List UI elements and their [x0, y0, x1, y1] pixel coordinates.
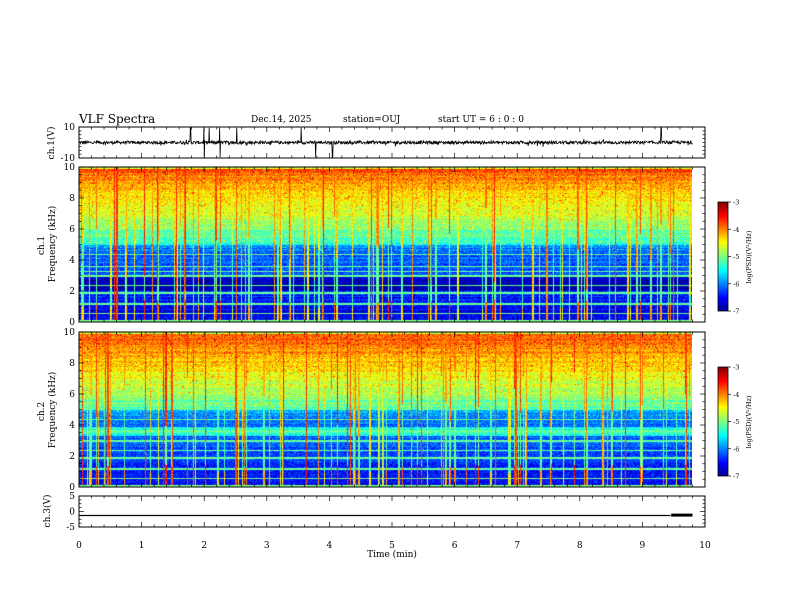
x-tick-label: 10 [699, 541, 711, 551]
ch2-colorbar-ticks: -3 -4 -5 -6 -7 [728, 364, 739, 481]
ch2-spectrogram-image [79, 332, 692, 487]
x-tick-label: 6 [452, 541, 458, 551]
x-tick-label: 9 [640, 541, 646, 551]
ch1-waveform-trace [78, 127, 693, 158]
date-label: Dec.14, 2025 [251, 115, 312, 125]
y-tick-label: 0 [69, 318, 75, 328]
x-tick-label: 8 [577, 541, 583, 551]
y-tick-label: -10 [61, 154, 76, 164]
ch1-colorbar-label: log(PSD)(V²/Hz) [745, 230, 753, 283]
colorbar-tick-label: -7 [733, 308, 739, 316]
ch1-colorbar: -3 -4 -5 -6 -7 log(PSD)(V²/Hz) [717, 199, 753, 316]
ch1-spectrogram-ylabel: ch.1 Frequency (kHz) [37, 206, 58, 283]
ch1-colorbar-ticks: -3 -4 -5 -6 -7 [728, 199, 739, 316]
y-tick-label: 6 [69, 225, 75, 235]
station-label: station=OUJ [343, 115, 401, 125]
ch3-waveform-ylabel: ch.3(V) [42, 495, 53, 528]
colorbar-tick-label: -6 [733, 280, 739, 288]
ch1-waveform-ticks: 10 -10 [61, 123, 706, 164]
ch3-waveform-panel: 50-5 ch.3(V) 0 1 2 3 4 5 6 7 8 9 10 Time (min) [42, 492, 711, 560]
time-axis-ticks: 0 1 2 3 4 5 6 7 8 9 10 [76, 541, 711, 551]
y-tick-label: 10 [64, 123, 76, 133]
colorbar-tick-label: -7 [733, 473, 739, 481]
x-tick-label: 2 [201, 541, 207, 551]
y-tick-label: 8 [69, 359, 75, 369]
colorbar-tick-label: -5 [733, 253, 739, 261]
ch2-colorbar-label: log(PSD)(V²/Hz) [745, 395, 753, 448]
ch2-spectrogram-ylabel-line2: Frequency (kHz) [47, 372, 58, 449]
y-tick-label: 10 [64, 328, 76, 338]
y-tick-label: 0 [69, 508, 75, 518]
ch1-spectrogram-panel: 0 2 4 6 8 10 ch.1 Frequency (kHz) -3 -4 -5 -6 -7 … [37, 163, 753, 328]
y-tick-label: 2 [69, 287, 75, 297]
colorbar-tick-label: -6 [733, 445, 739, 453]
x-tick-label: 3 [264, 541, 270, 551]
y-tick-label: 5 [69, 492, 75, 502]
ch1-spectrogram-ylabel-line1: ch.1 [37, 236, 47, 255]
ch2-spectrogram-panel: 0 2 4 6 8 10 ch.2 Frequency (kHz) -3 -4 -5 -6 -7 … [37, 328, 753, 493]
ch1-colorbar-gradient [717, 201, 729, 312]
x-tick-label: 1 [139, 541, 145, 551]
time-axis-label: Time (min) [367, 549, 417, 560]
y-tick-label: 0 [69, 483, 75, 493]
x-tick-label: 7 [514, 541, 520, 551]
ch2-colorbar-gradient [717, 366, 729, 477]
colorbar-tick-label: -4 [733, 226, 739, 234]
colorbar-tick-label: -4 [733, 391, 739, 399]
colorbar-tick-label: -3 [733, 364, 739, 372]
x-tick-label: 0 [76, 541, 82, 551]
colorbar-tick-label: -5 [733, 418, 739, 426]
y-tick-label: 2 [69, 452, 75, 462]
ch2-spectrogram-ylabel-line1: ch.2 [37, 402, 47, 421]
ch1-spectrogram-ticks: 0 2 4 6 8 10 [64, 163, 706, 328]
figure-title: VLF Spectra [79, 112, 156, 126]
ch2-spectrogram-ticks: 0 2 4 6 8 10 [64, 328, 706, 493]
y-tick-label: 8 [69, 194, 75, 204]
ch3-waveform-ticks: 5 0 -5 [66, 492, 706, 533]
ch3-waveform-step-segment [671, 513, 693, 517]
colorbar-tick-label: -3 [733, 199, 739, 207]
ch2-colorbar: -3 -4 -5 -6 -7 log(PSD)(V²/Hz) [717, 364, 753, 481]
ch1-waveform-ylabel: ch.1(V) [46, 127, 57, 160]
ch2-spectrogram-ylabel: ch.2 Frequency (kHz) [37, 372, 58, 449]
y-tick-label: -5 [66, 523, 75, 533]
x-tick-label: 4 [327, 541, 333, 551]
y-tick-label: 6 [69, 390, 75, 400]
start-time-label: start UT = 6 : 0 : 0 [438, 115, 524, 125]
ch1-spectrogram-ylabel-line2: Frequency (kHz) [47, 206, 58, 283]
y-tick-label: 4 [69, 421, 75, 431]
y-tick-label: 10 [64, 163, 76, 173]
y-tick-label: 4 [69, 256, 75, 266]
x-tick-label: 5 [389, 541, 395, 551]
ch1-waveform-panel: 10 -10 ch.1(V) [46, 123, 706, 164]
ch1-spectrogram-image [79, 167, 692, 322]
